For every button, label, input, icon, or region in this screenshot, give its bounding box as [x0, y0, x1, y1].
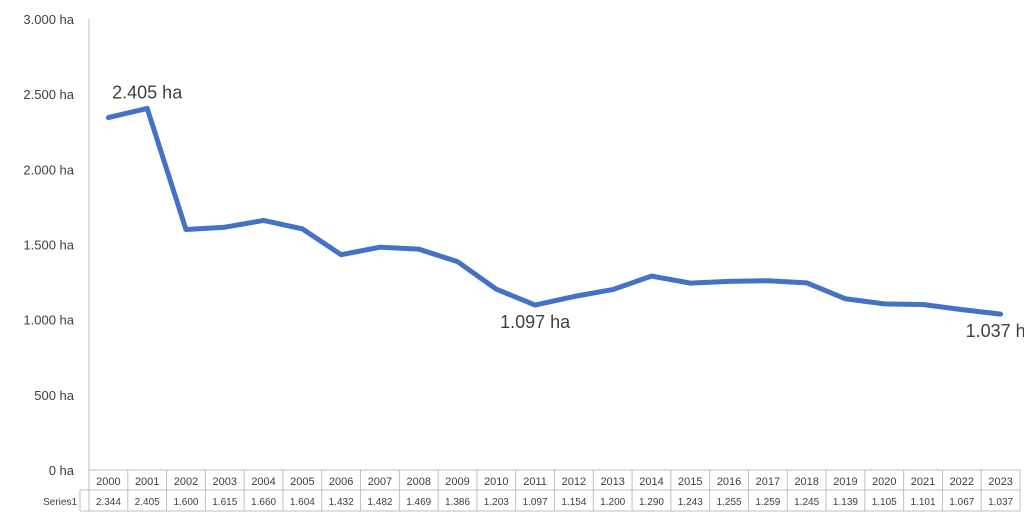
data-label: 2.405 ha	[112, 82, 183, 102]
table-value: 1.615	[212, 497, 237, 508]
x-category-label: 2005	[290, 476, 314, 488]
series-line-group	[105, 105, 1004, 317]
table-value: 1.105	[872, 497, 897, 508]
y-tick-label: 500 ha	[34, 388, 75, 403]
table-value: 1.203	[484, 497, 509, 508]
y-axis-ticks: 0 ha 500 ha 1.000 ha 1.500 ha 2.000 ha 2.500 …	[23, 12, 74, 478]
x-category-label: 2008	[406, 476, 430, 488]
x-category-label: 2006	[329, 476, 353, 488]
table-value: 1.469	[406, 497, 431, 508]
x-category-label: 2019	[833, 476, 857, 488]
y-tick-label: 1.500 ha	[23, 238, 74, 253]
table-value: 1.200	[600, 497, 625, 508]
table-value: 2.344	[96, 497, 121, 508]
y-tick-label: 2.000 ha	[23, 162, 74, 177]
y-tick-label: 2.500 ha	[23, 87, 74, 102]
x-category-label: 2022	[950, 476, 974, 488]
table-value: 1.101	[911, 497, 936, 508]
x-category-label: 2001	[135, 476, 159, 488]
table-value: 1.139	[833, 497, 858, 508]
x-category-label: 2009	[445, 476, 469, 488]
data-label: 1.037 ha	[966, 321, 1024, 341]
x-category-label: 2015	[678, 476, 702, 488]
data-labels: 2.405 ha 1.097 ha 1.037 ha	[112, 82, 1024, 341]
table-value: 1.432	[329, 497, 354, 508]
x-category-label: 2021	[911, 476, 935, 488]
x-category-label: 2017	[756, 476, 780, 488]
x-category-label: 2020	[872, 476, 896, 488]
data-table: 2000 2001 2002 2003 2004 2005 2006 2007 2008 2009…	[43, 469, 1021, 512]
x-category-label: 2016	[717, 476, 741, 488]
x-category-label: 2014	[639, 476, 663, 488]
table-value: 1.255	[717, 497, 742, 508]
x-category-label: 2012	[562, 476, 586, 488]
y-tick-label: 3.000 ha	[23, 12, 74, 27]
x-category-label: 2000	[96, 476, 120, 488]
x-category-label: 2023	[988, 476, 1012, 488]
x-category-label: 2007	[368, 476, 392, 488]
table-value: 1.154	[561, 497, 586, 508]
table-value: 1.660	[251, 497, 276, 508]
data-label: 1.097 ha	[500, 312, 571, 332]
x-category-label: 2011	[523, 476, 547, 488]
table-value: 1.067	[949, 497, 974, 508]
table-value: 1.600	[173, 497, 198, 508]
x-category-label: 2013	[600, 476, 624, 488]
x-category-label: 2002	[174, 476, 198, 488]
series-line	[105, 105, 1004, 317]
table-value: 1.097	[523, 497, 548, 508]
y-tick-label: 1.000 ha	[23, 313, 74, 328]
table-value: 1.037	[988, 497, 1013, 508]
table-value: 1.604	[290, 497, 315, 508]
table-series-name: Series1	[43, 497, 77, 508]
table-value: 1.482	[367, 497, 392, 508]
table-value: 1.386	[445, 497, 470, 508]
x-category-label: 2010	[484, 476, 508, 488]
table-value: 1.290	[639, 497, 664, 508]
x-category-label: 2004	[251, 476, 275, 488]
x-category-label: 2018	[794, 476, 818, 488]
y-tick-label: 0 ha	[49, 463, 75, 478]
table-value: 1.245	[794, 497, 819, 508]
x-category-label: 2003	[213, 476, 237, 488]
table-value: 1.243	[678, 497, 703, 508]
table-value: 2.405	[135, 497, 160, 508]
table-value: 1.259	[755, 497, 780, 508]
